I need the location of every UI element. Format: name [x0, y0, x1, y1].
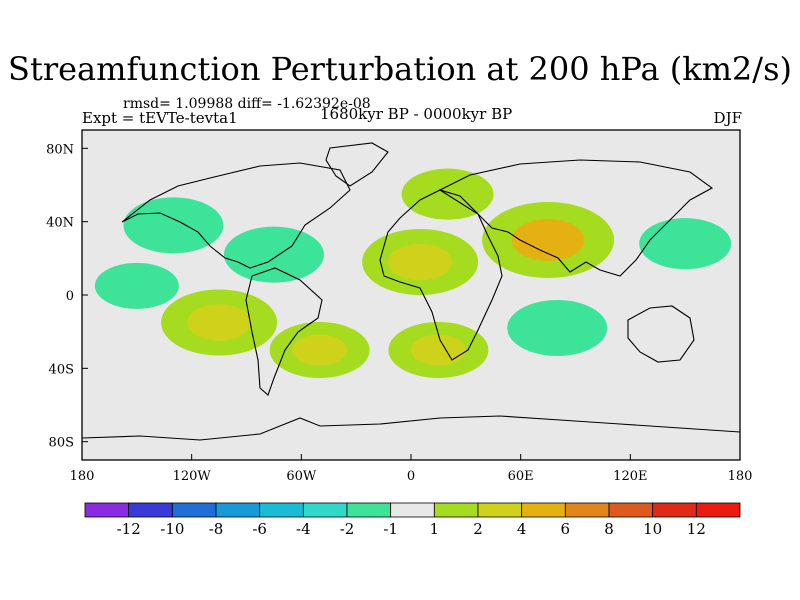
colorbar-label-6: -1 — [383, 520, 398, 538]
x-tick-label-5: 120E — [613, 469, 647, 484]
colorbar: -12 -10 -8 -6 -4 -2 -1 1 2 4 6 8 10 12 — [84, 502, 741, 538]
colorbar-box-0 — [84, 502, 130, 518]
colorbar-box-4 — [259, 502, 304, 518]
colorbar-box-2 — [171, 502, 217, 518]
coast-south-america — [245, 267, 323, 396]
coast-north-america — [121, 162, 351, 269]
axes: 180 120W 60W 0 60E 120E 180 80N 40N 0 40S 80S — [46, 142, 752, 484]
coastlines — [82, 142, 740, 441]
colorbar-box-1 — [128, 502, 173, 518]
colorbar-box-10 — [521, 502, 566, 518]
anomaly-2-core — [187, 304, 251, 341]
colorbar-label-8: 2 — [473, 520, 483, 538]
anomaly-6-core — [511, 219, 585, 261]
colorbar-box-11 — [564, 502, 610, 518]
y-tick-label-2: 0 — [66, 289, 74, 304]
colorbar-box-9 — [477, 502, 523, 518]
colorbar-label-3: -6 — [252, 520, 267, 538]
anomaly-layer — [94, 168, 732, 378]
colorbar-label-2: -8 — [209, 520, 224, 538]
coast-greenland — [325, 142, 389, 187]
x-tick-label-3: 0 — [407, 469, 415, 484]
anomaly-8-core — [410, 334, 466, 366]
x-tick-label-0: 180 — [70, 469, 95, 484]
colorbar-label-1: -10 — [160, 520, 184, 538]
y-tick-label-0: 80N — [46, 142, 74, 157]
anomaly-7-core — [529, 312, 585, 344]
anomaly-10-core — [292, 334, 348, 366]
anomaly-0-core — [145, 209, 201, 241]
colorbar-label-10: 6 — [561, 520, 571, 538]
coast-asia — [438, 159, 714, 277]
period-label: 1680kyr BP - 0000kyr BP — [320, 105, 513, 123]
experiment-label: Expt = tEVTe-tevta1 — [82, 109, 238, 127]
y-tick-label-3: 40S — [49, 362, 74, 377]
colorbar-box-14 — [695, 502, 741, 518]
colorbar-label-9: 4 — [517, 520, 527, 538]
anomaly-1-core — [246, 239, 302, 271]
colorbar-label-7: 1 — [430, 520, 440, 538]
colorbar-box-8 — [433, 502, 479, 518]
chart-title: Streamfunction Perturbation at 200 hPa (… — [8, 50, 792, 88]
colorbar-box-12 — [608, 502, 654, 518]
season-label: DJF — [713, 109, 742, 127]
coast-antarctica — [82, 415, 740, 441]
colorbar-box-7 — [390, 502, 435, 518]
coast-europe-africa — [379, 189, 503, 361]
colorbar-label-4: -4 — [296, 520, 311, 538]
colorbar-label-11: 8 — [604, 520, 614, 538]
anomaly-9-outer — [639, 218, 732, 270]
colorbar-label-12: 10 — [643, 520, 662, 538]
colorbar-box-6 — [346, 502, 392, 518]
anomaly-4-core — [388, 243, 453, 281]
y-tick-label-1: 40N — [46, 216, 74, 231]
coast-australia — [627, 305, 695, 363]
y-tick-label-4: 80S — [49, 436, 74, 451]
stats-label: rmsd= 1.09988 diff= -1.62392e-08 — [123, 96, 371, 112]
colorbar-label-0: -12 — [117, 520, 141, 538]
colorbar-label-5: -2 — [340, 520, 355, 538]
anomaly-3-outer — [94, 262, 179, 309]
colorbar-label-13: 12 — [687, 520, 706, 538]
x-tick-label-6: 180 — [728, 469, 753, 484]
colorbar-box-5 — [302, 502, 348, 518]
x-tick-label-2: 60W — [286, 469, 317, 484]
x-tick-label-1: 120W — [173, 469, 212, 484]
colorbar-box-13 — [652, 502, 697, 518]
x-tick-label-4: 60E — [508, 469, 534, 484]
colorbar-box-3 — [215, 502, 261, 518]
